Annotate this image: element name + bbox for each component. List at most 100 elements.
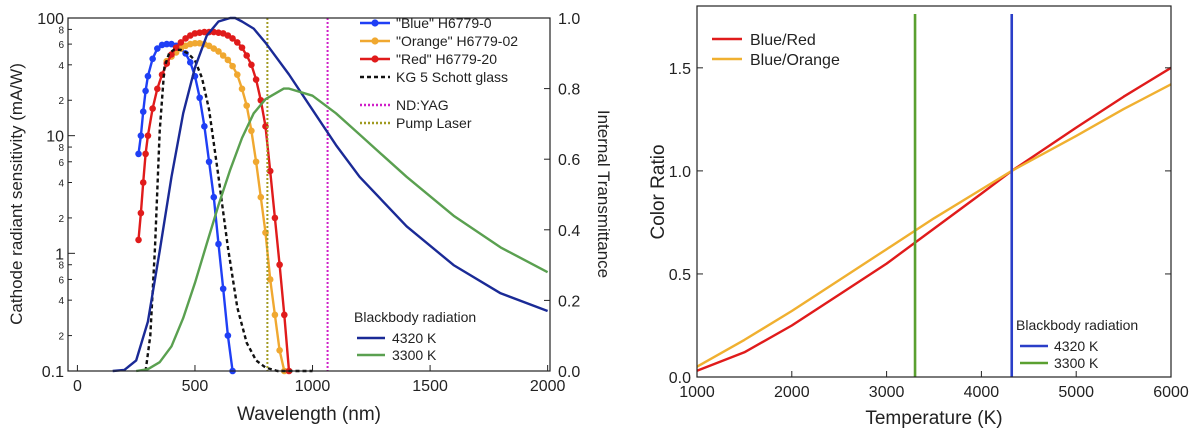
chart1-point-blue-h6779-0 bbox=[137, 132, 145, 139]
chart2-x-tick-label: 6000 bbox=[1153, 384, 1189, 401]
chart1-right-tick-label: 0.8 bbox=[558, 82, 580, 99]
chart1-point-orange-h6779-02 bbox=[224, 56, 232, 64]
chart1-left-minor-tick-label: 4 bbox=[58, 178, 64, 189]
chart1-point-blue-h6779-0 bbox=[210, 193, 218, 201]
chart2-bb-legend-label-4320-k: 4320 K bbox=[1054, 338, 1099, 354]
chart2-blackbody-legend-heading: Blackbody radiation bbox=[1016, 317, 1138, 333]
chart1-left-minor-tick-label: 6 bbox=[58, 158, 64, 169]
chart1-point-red-h6779-20 bbox=[168, 51, 175, 58]
chart1-point-orange-h6779-02 bbox=[266, 276, 274, 283]
chart1-right-tick-label: 0.2 bbox=[558, 293, 580, 310]
chart1-right-tick-label: 0.4 bbox=[558, 223, 580, 240]
chart1-x-ticks: 0 500 1000 1500 2000 bbox=[73, 365, 566, 395]
chart1-point-red-h6779-20 bbox=[182, 35, 189, 42]
chart1-point-red-h6779-20 bbox=[266, 167, 274, 175]
chart1-right-axis-label: Internal Transmittance bbox=[594, 110, 613, 278]
wavelength-chart: 0 500 1000 1500 2000 0.1 1 10 100 2 4 6 8 2 4 6 8 2 4 6 8 0… bbox=[7, 11, 613, 425]
chart1-point-orange-h6779-02 bbox=[238, 85, 246, 93]
chart2-y-tick-label: 1.5 bbox=[669, 61, 691, 78]
chart1-point-red-h6779-20 bbox=[142, 150, 149, 158]
chart1-point-red-h6779-20 bbox=[276, 261, 283, 269]
chart2-bb-legend-label-3300-k: 3300 K bbox=[1054, 355, 1099, 371]
chart2-y-axis-label: Color Ratio bbox=[648, 144, 669, 239]
chart1-series-layer bbox=[112, 16, 549, 375]
chart1-right-tick-label: 0.6 bbox=[558, 152, 580, 169]
chart1-point-orange-h6779-02 bbox=[233, 71, 241, 78]
chart1-point-red-h6779-20 bbox=[271, 214, 279, 222]
chart1-point-red-h6779-20 bbox=[252, 76, 260, 83]
chart1-left-minor-tick-label: 8 bbox=[58, 261, 64, 272]
chart1-point-red-h6779-20 bbox=[139, 179, 147, 186]
chart1-point-blue-h6779-0 bbox=[139, 108, 147, 115]
chart1-right-ticks: 0.0 0.2 0.4 0.6 0.8 1.0 bbox=[544, 11, 580, 381]
chart1-point-blue-h6779-0 bbox=[163, 40, 171, 48]
chart1-point-blue-h6779-0 bbox=[219, 285, 227, 293]
chart1-point-red-h6779-20 bbox=[201, 28, 208, 36]
chart1-axes-frame bbox=[67, 17, 551, 372]
chart1-legend-label-red-h6779-20: "Red" H6779-20 bbox=[396, 51, 497, 67]
chart1-left-minor-tick-label: 4 bbox=[58, 61, 64, 72]
chart1-point-blue-h6779-0 bbox=[205, 158, 213, 166]
chart1-left-tick-label: 1 bbox=[55, 246, 64, 263]
chart1-point-red-h6779-20 bbox=[224, 32, 232, 39]
chart1-point-blue-h6779-0 bbox=[142, 87, 149, 95]
chart2-axes-frame bbox=[696, 5, 1172, 378]
chart1-legend-label-kg-5-schott-glass: KG 5 Schott glass bbox=[396, 69, 508, 85]
chart1-point-red-h6779-20 bbox=[154, 85, 161, 93]
chart1-left-ticks: 0.1 1 10 100 2 4 6 8 2 4 6 8 2 4 6 8 bbox=[37, 11, 75, 381]
chart1-point-orange-h6779-02 bbox=[252, 158, 260, 166]
chart1-point-blue-h6779-0 bbox=[144, 72, 152, 80]
chart2-legend-label-blue-orange: Blue/Orange bbox=[750, 52, 840, 69]
chart1-left-minor-tick-label: 6 bbox=[58, 275, 64, 286]
chart1-point-orange-h6779-02 bbox=[276, 346, 283, 354]
chart1-point-orange-h6779-02 bbox=[229, 62, 236, 70]
chart1-legend: "Blue" H6779-0 "Orange" H6779-02 "Red" H67… bbox=[360, 15, 518, 131]
chart2-x-tick-label: 2000 bbox=[774, 384, 810, 401]
chart1-point-blue-h6779-0 bbox=[196, 94, 203, 102]
chart1-series-3300-k bbox=[136, 87, 549, 373]
chart1-point-orange-h6779-02 bbox=[191, 39, 199, 47]
chart1-point-orange-h6779-02 bbox=[257, 193, 265, 201]
chart1-point-blue-h6779-0 bbox=[201, 123, 208, 130]
chart1-x-tick-label: 1000 bbox=[295, 378, 331, 395]
chart1-bb-legend-label-3300-k: 3300 K bbox=[392, 347, 437, 363]
chart2-x-tick-label: 3000 bbox=[869, 384, 905, 401]
chart1-x-tick-label: 2000 bbox=[530, 378, 566, 395]
chart1-left-minor-tick-label: 8 bbox=[58, 143, 64, 154]
chart1-blackbody-legend-heading: Blackbody radiation bbox=[354, 309, 476, 325]
chart1-legend-marker bbox=[371, 55, 379, 63]
chart2-y-tick-label: 0.0 bbox=[669, 370, 691, 387]
chart1-point-blue-h6779-0 bbox=[154, 45, 161, 52]
chart1-series-kg-5-schott-glass bbox=[144, 48, 313, 373]
chart1-point-blue-h6779-0 bbox=[186, 59, 194, 66]
chart1-left-minor-tick-label: 2 bbox=[58, 214, 64, 225]
chart1-point-red-h6779-20 bbox=[144, 132, 152, 139]
chart2-y-tick-label: 0.5 bbox=[669, 267, 691, 284]
chart2-x-tick-label: 4000 bbox=[964, 384, 1000, 401]
chart1-left-minor-tick-label: 2 bbox=[58, 96, 64, 107]
chart2-y-ticks: 0.0 0.5 1.0 1.5 bbox=[669, 61, 1171, 387]
chart2-series-blue-orange bbox=[696, 83, 1172, 368]
chart1-left-minor-tick-label: 8 bbox=[58, 25, 64, 36]
chart1-left-minor-tick-label: 6 bbox=[58, 40, 64, 51]
chart1-point-orange-h6779-02 bbox=[219, 52, 227, 59]
chart1-point-red-h6779-20 bbox=[149, 105, 156, 112]
chart2-legend: Blue/Red Blue/Orange bbox=[712, 32, 840, 69]
chart1-point-red-h6779-20 bbox=[238, 44, 246, 51]
chart1-point-blue-h6779-0 bbox=[224, 332, 232, 339]
chart1-legend-label-blue-h6779-0: "Blue" H6779-0 bbox=[396, 15, 492, 31]
chart1-left-minor-tick-label: 4 bbox=[58, 296, 64, 307]
chart1-point-blue-h6779-0 bbox=[135, 150, 142, 158]
chart1-point-orange-h6779-02 bbox=[215, 48, 222, 55]
chart2-y-tick-label: 1.0 bbox=[669, 164, 691, 181]
chart1-legend-marker bbox=[371, 19, 379, 27]
chart1-bb-legend-label-4320-k: 4320 K bbox=[392, 330, 437, 346]
chart1-point-orange-h6779-02 bbox=[243, 102, 250, 109]
chart1-x-tick-label: 0 bbox=[73, 378, 82, 395]
chart1-left-tick-label: 0.1 bbox=[42, 364, 64, 381]
chart2-legend-label-blue-red: Blue/Red bbox=[750, 32, 816, 49]
chart1-point-blue-h6779-0 bbox=[149, 55, 156, 63]
